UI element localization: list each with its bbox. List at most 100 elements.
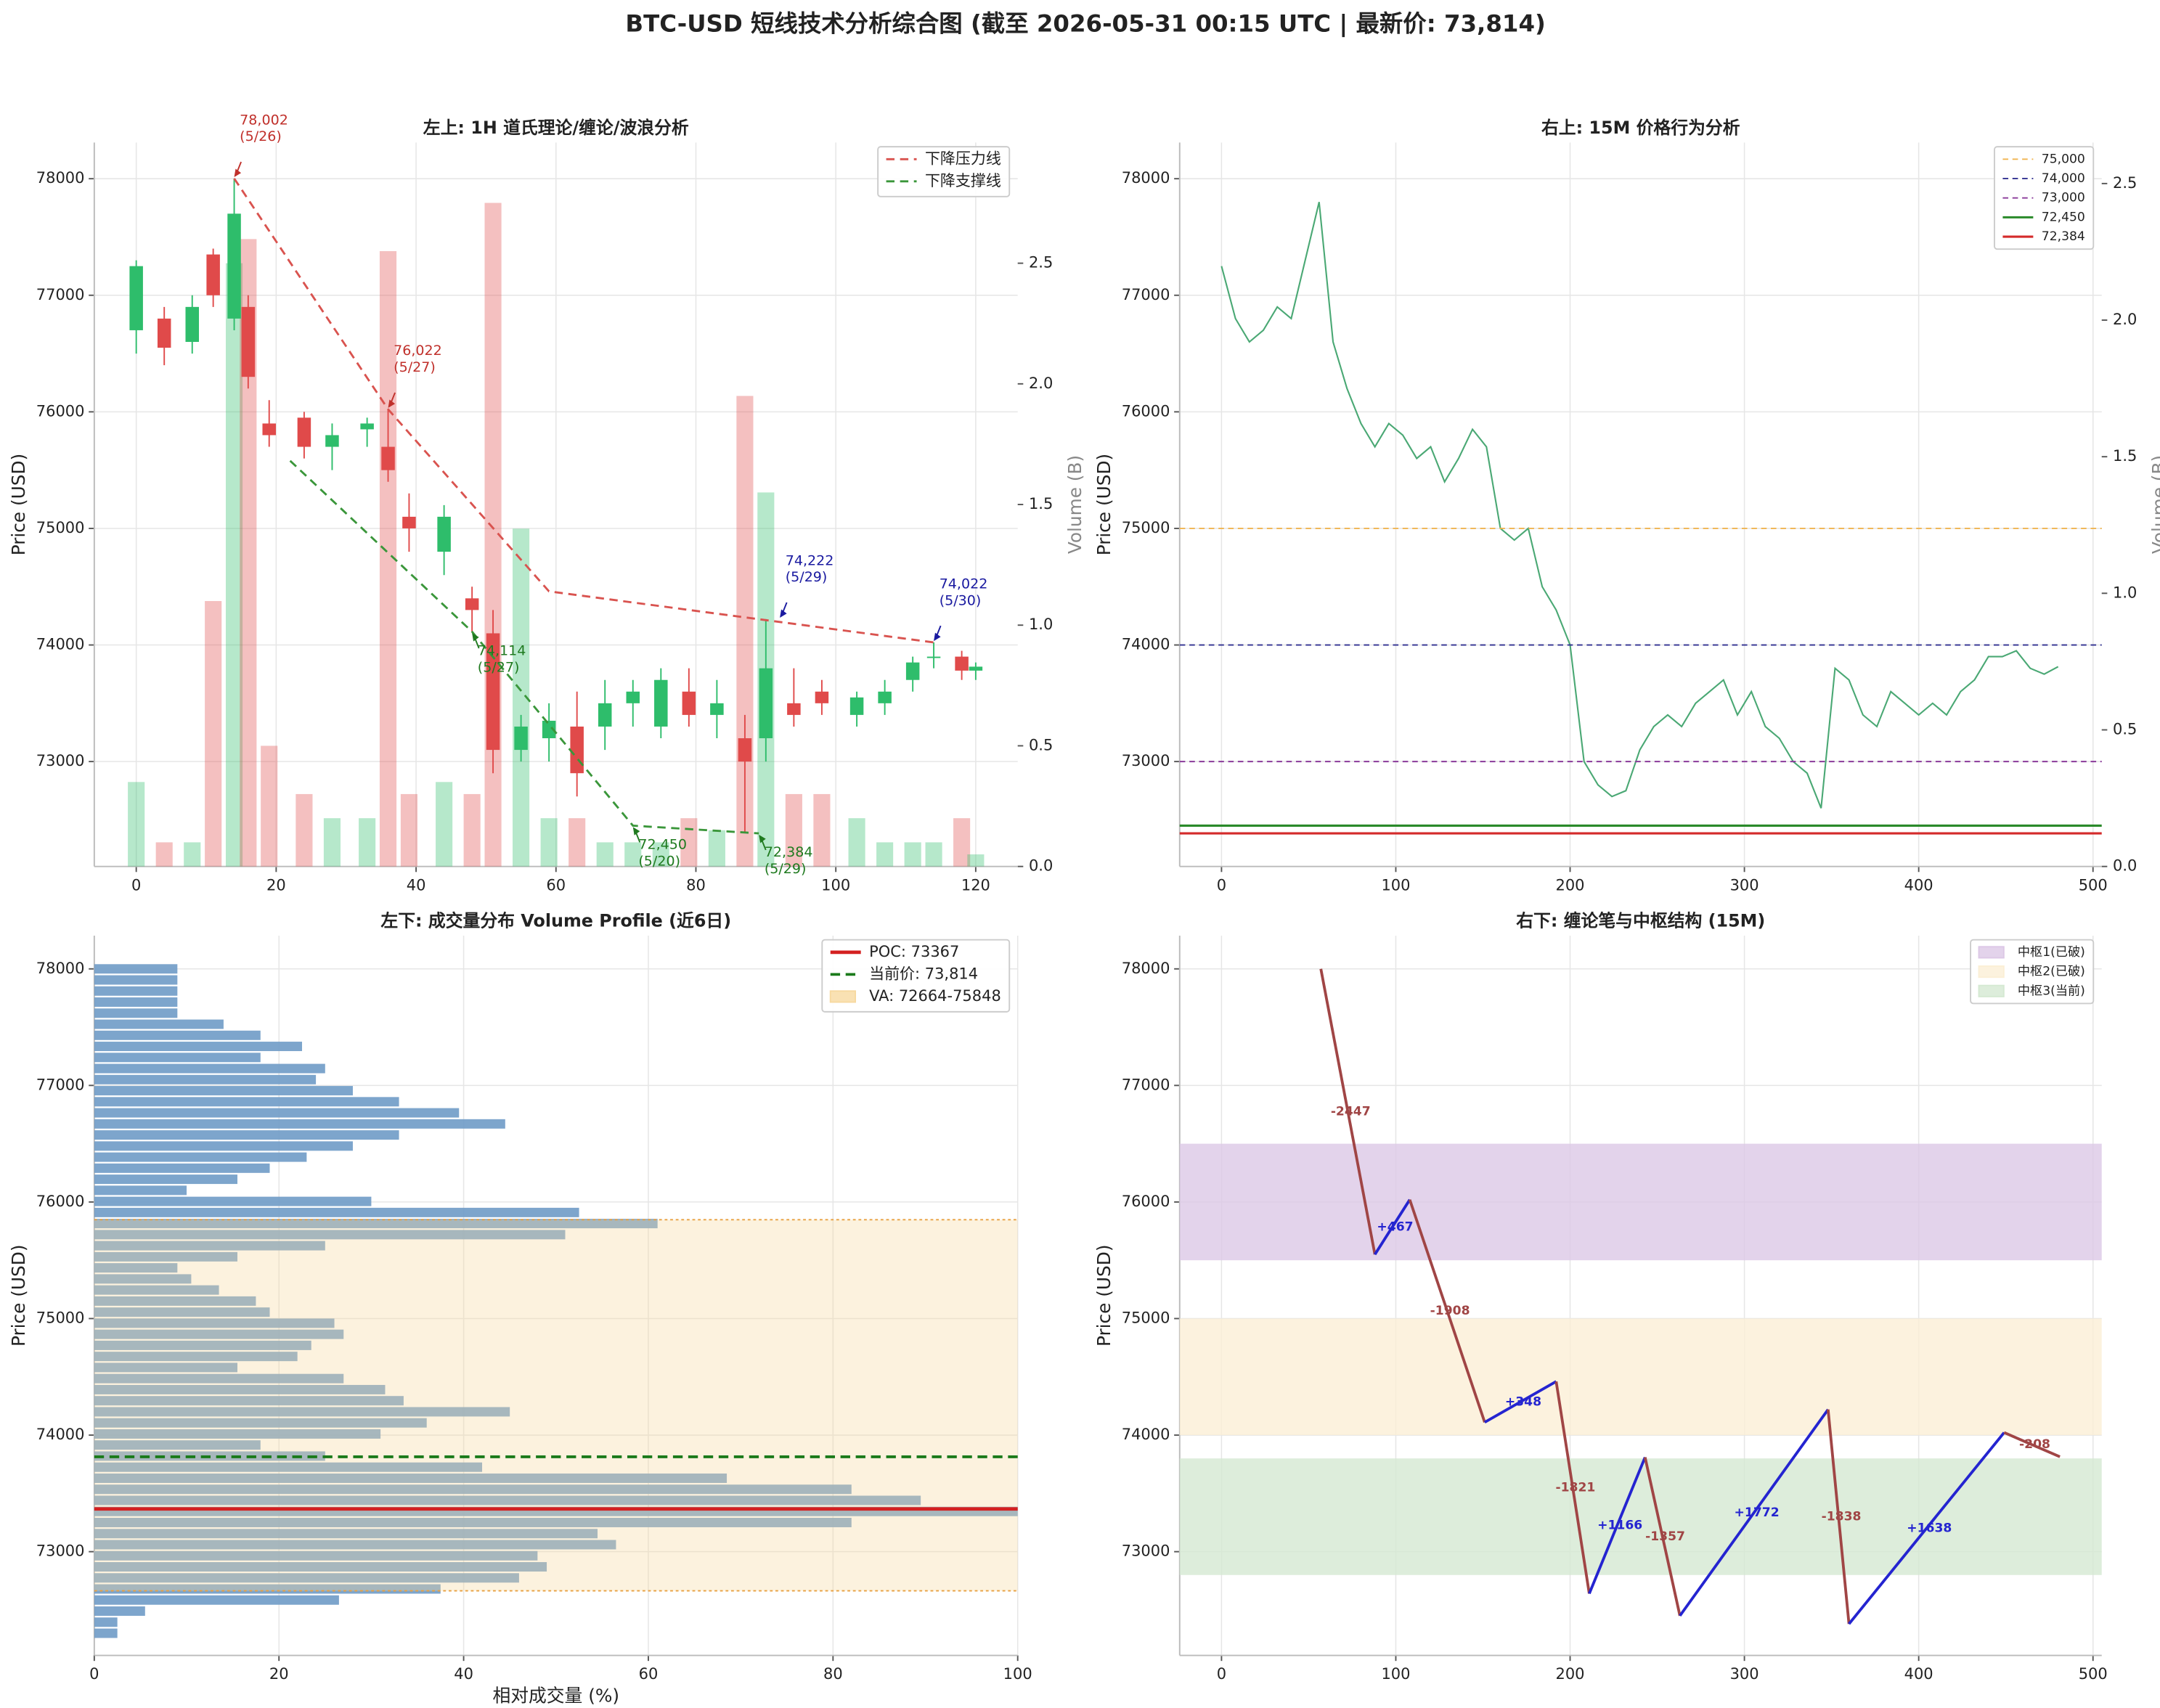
- profile-bar: [94, 1130, 399, 1140]
- candle-body: [360, 423, 374, 430]
- y-tick-label: 74000: [36, 1426, 85, 1443]
- y2-tick-label: 0.0: [2113, 857, 2137, 875]
- profile-bar: [94, 1241, 325, 1251]
- volume-bar: [225, 263, 243, 867]
- y2-tick-label: 0.5: [1029, 736, 1053, 753]
- x-tick-label: 400: [1904, 876, 1933, 894]
- y2-axis-label: Volume (B): [1064, 455, 1085, 554]
- x-tick-label: 500: [2079, 1665, 2108, 1683]
- profile-bar: [94, 1263, 178, 1273]
- legend-swatch: [829, 990, 857, 1003]
- bi-stroke: [1643, 1457, 1682, 1617]
- bi-label: -2447: [1331, 1104, 1371, 1119]
- trend-line: [289, 459, 759, 835]
- candle-body: [241, 306, 256, 377]
- bi-stroke: [1848, 1431, 2005, 1625]
- panel-title: 左下: 成交量分布 Volume Profile (近6日): [380, 910, 731, 931]
- y-tick-label: 78000: [1122, 960, 1170, 977]
- legend-label: 72,450: [2042, 210, 2085, 224]
- y-tick-label: 74000: [1122, 636, 1170, 653]
- x-tick-label: 100: [1381, 1665, 1410, 1683]
- x-tick-label: 100: [1003, 1665, 1032, 1683]
- annotation-arrowhead: [632, 827, 640, 835]
- annotation-arrowhead: [388, 399, 396, 408]
- x-tick-label: 20: [266, 876, 286, 894]
- bi-stroke: [1826, 1409, 1851, 1625]
- bi-stroke: [1483, 1380, 1557, 1424]
- legend-label: VA: 72664-75848: [869, 987, 1001, 1005]
- bi-stroke: [1588, 1456, 1647, 1595]
- y-tick-label: 73000: [36, 752, 85, 769]
- legend-label: 74,000: [2042, 171, 2085, 186]
- x-tick-label: 200: [1556, 876, 1585, 894]
- profile-bar: [94, 1562, 547, 1572]
- volume-bar: [624, 842, 642, 867]
- profile-bar: [94, 1251, 237, 1262]
- candle-body: [465, 598, 479, 610]
- volume-bar: [205, 600, 222, 867]
- x-tick-label: 300: [1730, 1665, 1759, 1683]
- x-tick-label: 80: [823, 1665, 843, 1683]
- profile-bar: [94, 1540, 616, 1550]
- candle-body: [542, 720, 556, 739]
- profile-bar: [94, 1462, 483, 1472]
- legend-box: [821, 939, 1011, 1013]
- x-tick-label: 300: [1730, 876, 1759, 894]
- candle-body: [878, 691, 892, 703]
- profile-bar: [94, 1196, 372, 1206]
- bi-stroke: [1679, 1408, 1830, 1617]
- profile-bar: [94, 1318, 335, 1328]
- profile-bar: [94, 1606, 145, 1617]
- volume-bar: [359, 818, 376, 867]
- candle-body: [787, 703, 801, 715]
- annotation-date: (5/29): [765, 861, 807, 877]
- x-tick-label: 0: [89, 1665, 99, 1683]
- y-tick-label: 74000: [36, 636, 85, 653]
- profile-bar: [94, 1407, 510, 1417]
- annotation-label: 76,022: [394, 343, 442, 359]
- volume-bar: [708, 830, 725, 867]
- candle-body: [297, 417, 311, 447]
- annotation-arrowhead: [472, 633, 479, 642]
- zone: [1179, 1458, 2102, 1575]
- candle-body: [514, 726, 528, 751]
- bi-stroke: [2003, 1431, 2061, 1458]
- legend-label: 72,384: [2042, 229, 2085, 244]
- legend-label: 下降压力线: [925, 150, 1001, 167]
- candle-body: [402, 516, 416, 528]
- bi-label: -1908: [1430, 1304, 1470, 1318]
- value-area: [94, 1219, 1018, 1591]
- y2-tick-label: 1.0: [1029, 616, 1053, 633]
- candle-body: [926, 656, 941, 658]
- candle-body: [206, 254, 220, 295]
- y2-tick-label: 2.0: [2113, 311, 2137, 328]
- zone: [1179, 1143, 2102, 1261]
- profile-bar: [94, 964, 178, 974]
- x-tick-label: 500: [2079, 876, 2108, 894]
- bi-label: -1821: [1556, 1480, 1596, 1495]
- candle-body: [710, 703, 724, 715]
- x-axis-label: 相对成交量 (%): [492, 1685, 619, 1707]
- annotation-label: 74,022: [940, 576, 988, 592]
- profile-bar: [94, 1495, 921, 1505]
- volume-bar: [540, 818, 558, 867]
- bi-label: +348: [1505, 1394, 1541, 1409]
- y-tick-label: 76000: [36, 1193, 85, 1210]
- candle-body: [849, 697, 864, 715]
- bi-label: -1357: [1645, 1529, 1685, 1544]
- y-tick-label: 75000: [1122, 1309, 1170, 1326]
- legend: 75,000 74,000 73,000 72,450 72,384: [1994, 146, 2095, 250]
- volume-bar: [400, 793, 417, 867]
- candle-body: [570, 726, 584, 774]
- profile-bar: [94, 1152, 307, 1162]
- y2-tick-label: 0.5: [2113, 720, 2137, 737]
- volume-bar: [513, 528, 530, 867]
- profile-bar: [94, 1119, 505, 1129]
- candle-body: [157, 318, 171, 348]
- profile-bar: [94, 1396, 404, 1406]
- volume-bar: [925, 842, 942, 867]
- profile-bar: [94, 1074, 317, 1084]
- y-tick-label: 77000: [1122, 1076, 1170, 1093]
- legend: 中枢1(已破) 中枢2(已破) 中枢3(当前): [1970, 939, 2095, 1005]
